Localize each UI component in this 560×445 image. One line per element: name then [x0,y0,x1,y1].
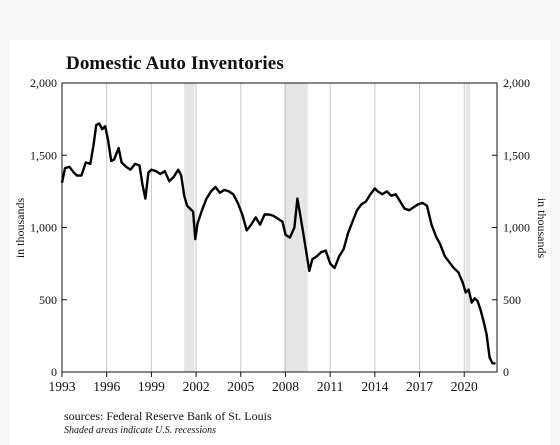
x-tick-label: 2020 [451,379,478,394]
x-tick-label: 2017 [406,379,433,394]
chart-title: Domestic Auto Inventories [66,53,284,74]
y-axis-label-left: in thousands [13,198,27,259]
right-tick-label: 500 [503,293,521,307]
left-tick-label: 500 [39,293,57,307]
chart-card [10,40,550,445]
right-tick-label: 1,500 [503,148,530,162]
right-tick-label: 2,000 [503,76,530,90]
x-tick-label: 1993 [49,379,76,394]
recession-band-2 [465,83,471,372]
source-note: sources: Federal Reserve Bank of St. Lou… [64,409,272,423]
x-tick-label: 1996 [93,379,120,394]
right-tick-label: 0 [503,365,509,379]
left-tick-label: 0 [51,365,57,379]
left-y-ticks: 0 500 1,000 1,500 2,000 [30,76,67,379]
left-tick-label: 1,500 [30,148,57,162]
recession-note: Shaded areas indicate U.S. recessions [64,425,217,436]
x-tick-label: 2005 [227,379,254,394]
x-tick-label: 2002 [183,379,210,394]
right-y-ticks: 0 500 1,000 1,500 2,000 [492,76,530,379]
y-axis-label-right: in thousands [535,198,549,259]
series-line [60,122,496,365]
recession-band-1 [283,83,308,372]
recession-band-0 [184,83,195,372]
left-tick-label: 1,000 [30,221,57,235]
gridlines [106,83,465,372]
x-tick-label: 2011 [317,379,344,394]
right-tick-label: 1,000 [503,221,530,235]
left-tick-label: 2,000 [30,76,57,90]
x-tick-label: 2008 [272,379,299,394]
recession-bands [184,83,471,372]
x-tick-label: 2014 [361,379,388,394]
x-ticks: 1993 1996 1999 2002 2005 2008 2011 2014 2017 2020 [49,372,478,394]
x-tick-label: 1999 [138,379,165,394]
